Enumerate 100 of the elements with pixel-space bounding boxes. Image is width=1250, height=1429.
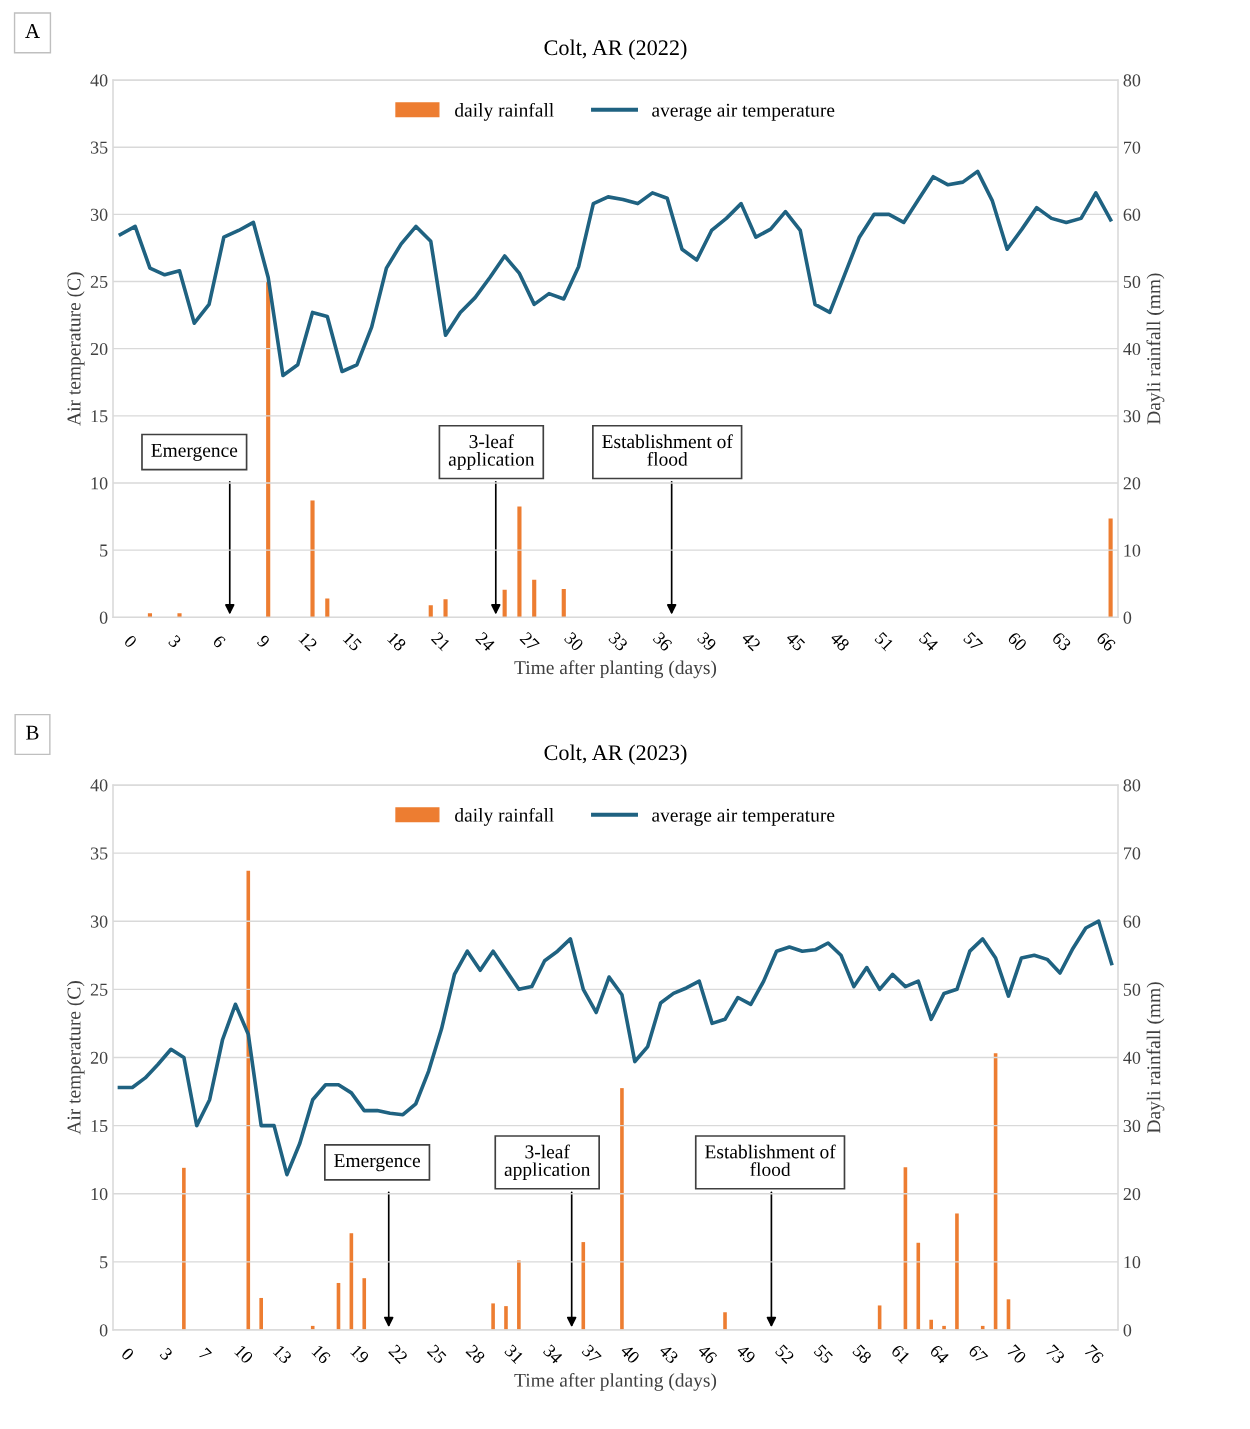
x-tick-label: 30 (563, 631, 585, 652)
x-tick-label: 55 (813, 1344, 834, 1365)
y2-tick-label: 30 (1123, 410, 1141, 423)
bar (325, 598, 330, 618)
y-tick-label: 20 (90, 342, 108, 356)
text: A (25, 24, 40, 38)
y-tick-label: 40 (90, 74, 108, 87)
bar (517, 1260, 521, 1330)
x-tick-label: 60 (1007, 631, 1028, 652)
y-axis-title: Air temperature (C) (66, 272, 85, 426)
bar (532, 579, 537, 618)
bar (916, 1242, 921, 1330)
x-tick-label: 39 (696, 631, 718, 652)
x-tick-label: 19 (350, 1344, 370, 1365)
y2-tick-label: 50 (1123, 275, 1141, 288)
x-tick-label: 31 (504, 1344, 525, 1365)
x-tick-label: 33 (608, 631, 629, 652)
annotation: 3-leaf application (448, 434, 535, 470)
annotation: Emergence (151, 444, 238, 461)
bar (1108, 518, 1113, 618)
x-tick-label: 57 (962, 631, 984, 652)
y2-tick-label: 20 (1123, 477, 1141, 490)
bar (443, 599, 448, 618)
y-tick-label: 0 (99, 611, 108, 624)
bar (620, 1088, 624, 1330)
bar (310, 500, 315, 618)
x-tick-label: 54 (918, 631, 939, 652)
x-tick-label: 66 (1095, 631, 1117, 652)
x-tick-label: 22 (388, 1344, 409, 1364)
x-tick-label: 58 (852, 1344, 873, 1365)
x-tick-label: 61 (890, 1343, 911, 1365)
x-tick-label: 64 (929, 1343, 950, 1365)
bar (246, 870, 251, 1330)
x-axis-title: Time after planting (days) (514, 660, 717, 679)
bar (504, 1306, 508, 1330)
bar (955, 1213, 959, 1330)
annotation: Establishment of flood (602, 434, 733, 466)
x-tick-label: 21 (430, 631, 451, 652)
annotation: Emergence (334, 1154, 421, 1172)
legend-label: average air temperature (652, 808, 835, 826)
bar (561, 589, 566, 618)
x-tick-label: 36 (652, 631, 673, 652)
y2-tick-label: 70 (1124, 141, 1141, 154)
x-tick-label: 48 (829, 631, 851, 652)
y2-tick-label: 10 (1124, 544, 1141, 557)
x-tick-label: 49 (735, 1343, 757, 1365)
y2-axis-title: Dayli rainfall (mm) (1146, 273, 1165, 425)
x-tick-label: 6 (212, 634, 227, 649)
y2-tick-label: 10 (1124, 1256, 1141, 1269)
legend-label: daily rainfall (455, 102, 554, 121)
bar (182, 1167, 186, 1330)
bar (259, 1297, 263, 1330)
bar (428, 605, 433, 618)
x-tick-label: 13 (272, 1344, 293, 1365)
y2-tick-label: 20 (1123, 1187, 1141, 1201)
legend-label: average air temperature (652, 103, 835, 121)
y-tick-label: 35 (90, 847, 108, 860)
y2-tick-label: 0 (1123, 1324, 1132, 1337)
x-tick-label: 9 (256, 634, 271, 649)
y-tick-label: 10 (91, 477, 108, 490)
y-tick-label: 0 (99, 1324, 108, 1337)
y2-tick-label: 60 (1123, 208, 1141, 221)
x-tick-label: 45 (785, 631, 806, 652)
x-tick-label: 37 (581, 1344, 602, 1365)
annotation: Establishment of flood (705, 1144, 836, 1177)
bar (723, 1312, 727, 1330)
y2-tick-label: 40 (1123, 1051, 1141, 1064)
y-tick-label: 20 (90, 1051, 108, 1064)
y-axis-title: Air temperature (C) (66, 981, 85, 1135)
x-tick-label: 0 (120, 1347, 135, 1362)
y-tick-label: 35 (90, 141, 108, 154)
x-tick-label: 16 (311, 1344, 332, 1365)
x-tick-label: 42 (740, 631, 762, 652)
chart-title: Colt, AR (2022) (544, 39, 687, 60)
y2-axis-title: Dayli rainfall (mm) (1146, 982, 1165, 1134)
y2-tick-label: 70 (1124, 847, 1141, 860)
line-series (118, 169, 1113, 378)
annotation: 3-leaf application (504, 1144, 591, 1181)
x-tick-label: 70 (1006, 1344, 1027, 1365)
y-tick-label: 5 (100, 544, 108, 557)
bar (581, 1242, 586, 1330)
x-tick-label: 3 (159, 1347, 174, 1362)
y-tick-label: 15 (91, 410, 108, 423)
x-tick-label: 46 (697, 1343, 718, 1365)
y2-tick-label: 40 (1123, 342, 1141, 356)
y-tick-label: 30 (90, 915, 108, 928)
bar (266, 281, 271, 618)
chart-title: Colt, AR (2023) (544, 744, 687, 765)
x-axis-title: Time after planting (days) (514, 1372, 717, 1391)
x-tick-label: 3 (167, 634, 182, 649)
x-tick-label: 0 (123, 634, 138, 649)
bar (502, 589, 507, 618)
bar (147, 613, 153, 618)
x-tick-label: 34 (542, 1344, 564, 1365)
y2-tick-label: 60 (1123, 915, 1141, 928)
y2-tick-label: 80 (1123, 74, 1141, 87)
x-tick-label: 73 (1045, 1344, 1066, 1365)
x-tick-label: 24 (475, 631, 496, 652)
y-tick-label: 30 (90, 208, 108, 221)
y2-tick-label: 30 (1123, 1119, 1141, 1133)
